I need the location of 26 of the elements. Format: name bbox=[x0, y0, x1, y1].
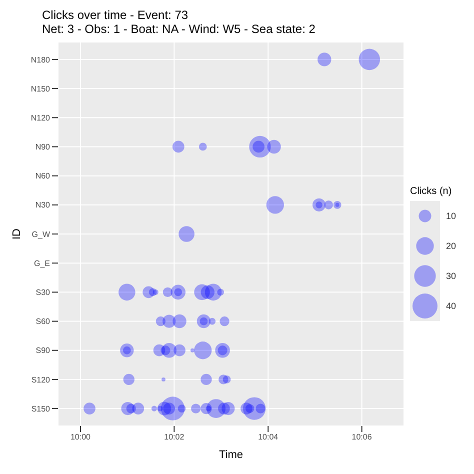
x-tick-label: 10:06 bbox=[352, 432, 372, 442]
y-tick-label: S120 bbox=[31, 375, 51, 384]
y-tick-label: S60 bbox=[36, 317, 51, 326]
legend-label: 20 bbox=[446, 241, 456, 251]
legend-title: Clicks (n) bbox=[410, 186, 453, 197]
y-tick-label: N180 bbox=[30, 55, 51, 64]
x-tick-label: 10:00 bbox=[70, 432, 92, 442]
y-tick-label: S150 bbox=[31, 404, 51, 414]
chart-title: Clicks over time - Event: 73 bbox=[42, 8, 190, 22]
y-axis-title: ID bbox=[10, 228, 23, 240]
y-tick-label: N120 bbox=[30, 113, 51, 122]
y-tick-label: G_E bbox=[34, 258, 50, 268]
y-tick-label: S90 bbox=[36, 346, 51, 356]
legend-label: 10 bbox=[446, 211, 456, 221]
x-tick-label: 10:04 bbox=[258, 432, 279, 442]
y-tick-label: G_W bbox=[32, 230, 50, 239]
legend-label: 40 bbox=[446, 301, 456, 311]
x-tick-label: 10:02 bbox=[164, 432, 185, 442]
y-tick-label: N60 bbox=[35, 172, 51, 181]
x-axis-title: Time bbox=[218, 449, 244, 461]
legend-label: 30 bbox=[446, 271, 456, 281]
y-tick-label: N30 bbox=[35, 200, 51, 210]
y-tick-label: S30 bbox=[36, 288, 51, 298]
y-tick-label: N90 bbox=[35, 142, 51, 152]
chart-subtitle: Net: 3 - Obs: 1 - Boat: NA - Wind: W5 - Sea state: 2 bbox=[42, 22, 316, 36]
y-tick-label: N150 bbox=[30, 84, 51, 94]
